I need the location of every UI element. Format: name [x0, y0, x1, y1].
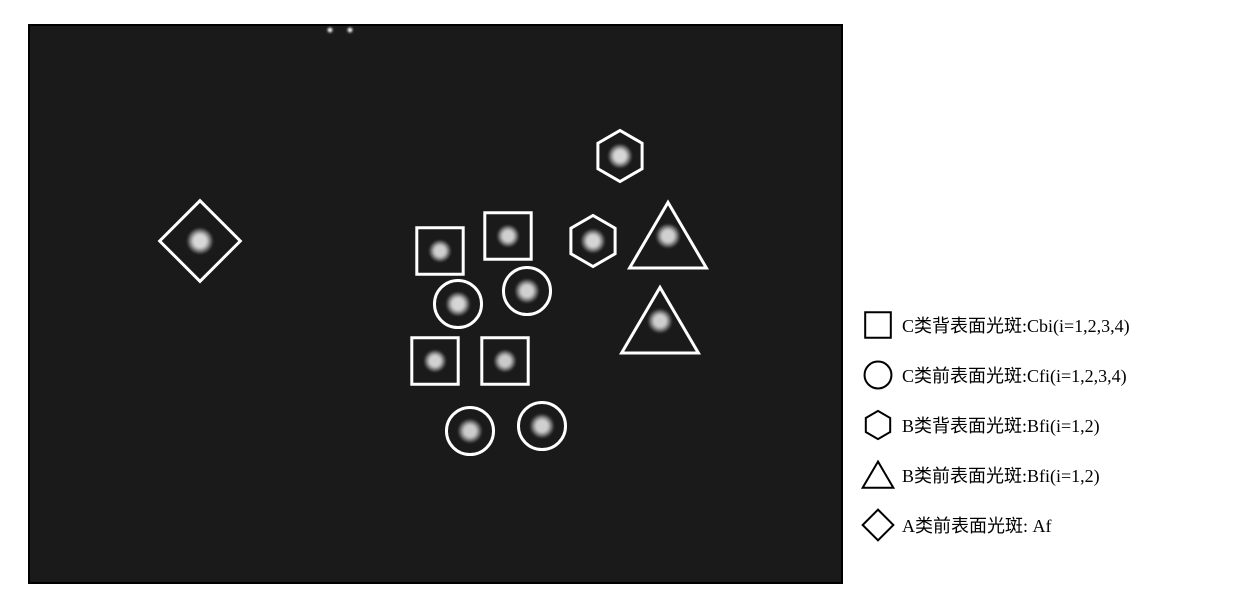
square-icon: [860, 307, 896, 343]
square-marker: [479, 207, 537, 265]
square-marker: [411, 222, 469, 280]
legend-row-square: C类背表面光斑:Cbi(i=1,2,3,4): [860, 300, 1220, 350]
legend-row-circle: C类前表面光斑:Cfi(i=1,2,3,4): [860, 350, 1220, 400]
light-spot: [648, 309, 672, 333]
light-spot: [494, 350, 516, 372]
diamond-marker: [158, 199, 242, 283]
legend: C类背表面光斑:Cbi(i=1,2,3,4) C类前表面光斑:Cfi(i=1,2…: [860, 300, 1220, 550]
circle-marker: [430, 276, 486, 332]
circle-marker: [442, 403, 498, 459]
light-spot: [458, 419, 482, 443]
light-spot: [515, 279, 539, 303]
light-spot: [608, 144, 632, 168]
legend-label: C类前表面光斑:Cfi(i=1,2,3,4): [902, 362, 1127, 388]
light-spot: [530, 414, 554, 438]
legend-label: A类前表面光斑: Af: [902, 512, 1052, 538]
circle-marker: [514, 398, 570, 454]
light-spot: [497, 225, 519, 247]
light-spot: [656, 224, 680, 248]
hexagon-marker: [564, 212, 622, 270]
diamond-icon: [860, 507, 896, 543]
square-marker: [476, 332, 534, 390]
legend-label: C类背表面光斑:Cbi(i=1,2,3,4): [902, 312, 1130, 338]
triangle-marker: [620, 281, 700, 361]
legend-row-diamond: A类前表面光斑: Af: [860, 500, 1220, 550]
legend-row-triangle: B类前表面光斑:Bfi(i=1,2): [860, 450, 1220, 500]
triangle-marker: [628, 196, 708, 276]
light-spot: [327, 27, 333, 33]
light-spot: [446, 292, 470, 316]
circle-marker: [499, 263, 555, 319]
light-spot: [581, 229, 605, 253]
light-spot: [347, 27, 353, 33]
hexagon-marker: [591, 127, 649, 185]
triangle-icon: [860, 457, 896, 493]
legend-row-hexagon: B类背表面光斑:Bfi(i=1,2): [860, 400, 1220, 450]
light-spot: [429, 240, 451, 262]
legend-label: B类前表面光斑:Bfi(i=1,2): [902, 462, 1100, 488]
circle-icon: [860, 357, 896, 393]
legend-label: B类背表面光斑:Bfi(i=1,2): [902, 412, 1100, 438]
light-spot: [424, 350, 446, 372]
light-spot: [187, 228, 213, 254]
hexagon-icon: [860, 407, 896, 443]
square-marker: [406, 332, 464, 390]
image-canvas: [28, 24, 843, 584]
